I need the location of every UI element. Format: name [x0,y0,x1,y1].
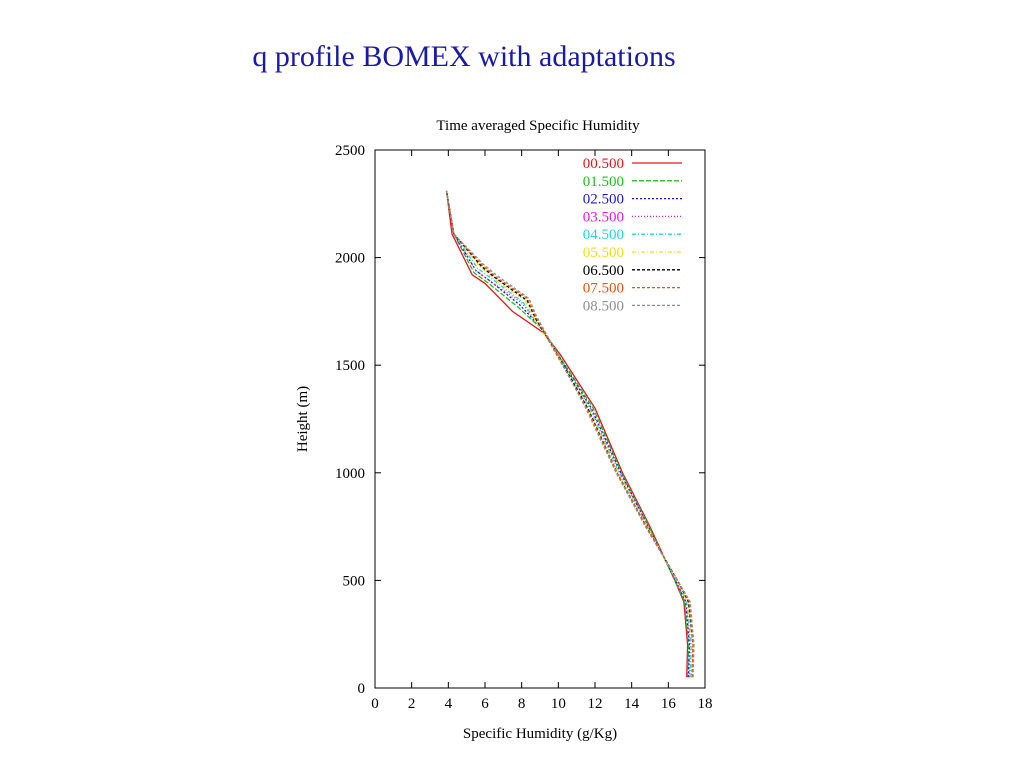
chart-title: Time averaged Specific Humidity [436,118,640,134]
x-tick-label: 4 [445,696,453,712]
slide-title: q profile BOMEX with adaptations [252,40,676,73]
legend-label: 02.500 [583,192,624,208]
legend-label: 03.500 [583,209,624,225]
legend-label: 06.500 [583,263,624,279]
y-tick-label: 2000 [335,251,365,267]
legend-label: 00.500 [583,156,624,172]
series-line-01.500 [445,190,690,678]
y-tick-label: 0 [358,681,366,697]
axis-ticks: 0 2 4 6 8 10 12 14 16 18 0 500 1000 1500 2000 2500 [335,143,713,712]
x-tick-label: 18 [698,696,713,712]
x-tick-label: 16 [661,696,677,712]
series-line-06.500 [445,190,694,678]
series-line-00.500 [445,190,689,678]
x-tick-label: 2 [408,696,416,712]
legend-label: 08.500 [583,298,624,314]
series-line-04.500 [445,190,692,678]
series-line-08.500 [445,190,695,678]
legend-label: 05.500 [583,245,624,261]
y-tick-label: 2500 [335,143,365,159]
x-tick-label: 0 [371,696,379,712]
x-tick-label: 8 [518,696,526,712]
y-tick-label: 1000 [335,466,365,482]
x-tick-label: 14 [624,696,640,712]
plot-frame [374,149,706,689]
legend-label: 04.500 [583,227,624,243]
series-line-02.500 [445,190,691,678]
series-layer [445,190,695,678]
x-tick-label: 12 [588,696,603,712]
legend-label: 01.500 [583,174,624,190]
x-tick-label: 6 [481,696,489,712]
legend-label: 07.500 [583,281,624,297]
y-tick-label: 500 [343,573,366,589]
y-tick-label: 1500 [335,358,365,374]
x-axis-label: Specific Humidity (g/Kg) [463,726,617,742]
x-tick-label: 10 [551,696,566,712]
y-axis-label: Height (m) [295,386,311,452]
